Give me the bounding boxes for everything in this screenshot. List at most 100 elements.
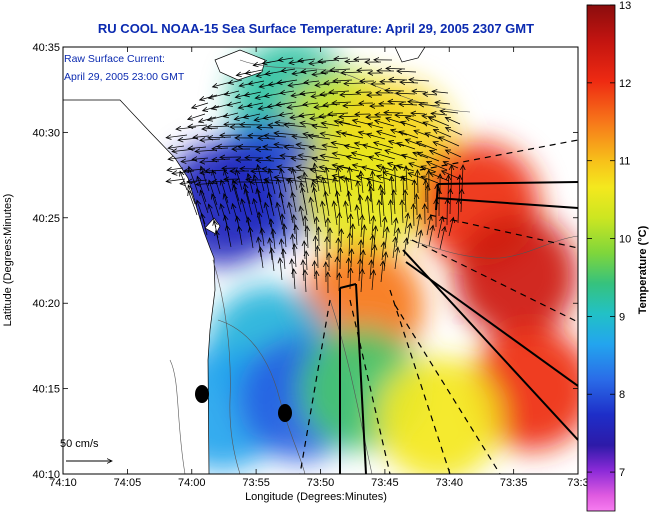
current-vector — [277, 80, 298, 83]
y-tick-label: 40:25 — [32, 213, 60, 225]
shipping-lane-boundary — [349, 299, 391, 474]
current-vector — [188, 191, 198, 216]
current-vector — [280, 258, 282, 281]
current-vector — [240, 125, 263, 126]
current-vector — [349, 191, 352, 213]
current-vector — [377, 131, 397, 138]
current-vector — [342, 133, 364, 139]
current-vector — [258, 138, 276, 139]
current-vector — [333, 80, 353, 81]
land-new-jersey — [63, 99, 216, 474]
current-vector — [280, 193, 286, 215]
current-vector — [409, 80, 430, 81]
current-vector — [429, 118, 450, 127]
current-vector — [404, 238, 407, 257]
current-vector — [239, 226, 243, 246]
current-vector — [200, 190, 209, 214]
current-vector — [402, 200, 403, 224]
current-vector — [379, 200, 381, 228]
current-vector — [257, 189, 264, 214]
contour-line — [409, 235, 578, 259]
current-label-line2: April 29, 2005 23:00 GMT — [64, 71, 185, 83]
current-vector — [254, 199, 261, 225]
x-tick-label: 74:10 — [49, 477, 77, 489]
current-vector — [189, 167, 199, 194]
current-vector — [301, 70, 318, 72]
current-vector — [446, 150, 462, 158]
current-vector — [300, 206, 305, 227]
current-vector — [247, 103, 264, 106]
current-vector — [307, 226, 308, 249]
current-vector — [448, 175, 449, 204]
sst-region — [454, 213, 578, 338]
current-vector — [357, 205, 359, 227]
current-vector — [423, 122, 439, 129]
x-tick-label: 73:50 — [307, 477, 335, 489]
current-vector — [431, 113, 448, 115]
current-vector — [228, 80, 243, 83]
current-vector — [361, 269, 362, 293]
current-vector — [369, 181, 371, 203]
current-vector — [350, 268, 351, 290]
current-vector — [294, 269, 295, 290]
current-vector — [334, 201, 338, 226]
current-vector — [462, 165, 463, 191]
current-vector — [372, 270, 374, 291]
current-vector — [351, 249, 352, 268]
current-vector — [280, 91, 295, 93]
current-vector — [284, 125, 307, 127]
current-vector — [283, 249, 285, 270]
current-vector — [168, 146, 185, 148]
current-vector — [418, 153, 440, 162]
current-vector — [304, 172, 309, 194]
current-vector — [399, 132, 419, 139]
current-vector — [262, 228, 264, 247]
current-vector — [201, 166, 210, 192]
current-vector — [256, 160, 275, 161]
current-vector — [404, 213, 408, 235]
x-tick-label: 73:55 — [242, 477, 270, 489]
y-tick-label: 40:15 — [32, 384, 60, 396]
current-vector — [397, 143, 416, 150]
current-vector — [269, 193, 275, 217]
current-vector — [418, 230, 421, 249]
current-vector — [291, 158, 308, 160]
current-vector — [394, 218, 396, 237]
contour-line — [217, 319, 306, 474]
current-vector — [427, 162, 448, 171]
current-vector — [299, 114, 316, 116]
current-vector — [188, 125, 208, 127]
x-axis-label: Longitude (Degrees:Minutes) — [245, 491, 387, 503]
current-vector — [314, 163, 320, 192]
current-vector — [281, 169, 287, 193]
current-vector — [284, 224, 286, 248]
current-vector — [337, 191, 341, 215]
buoy-marker — [195, 385, 209, 403]
current-vector — [193, 136, 210, 137]
current-vector — [425, 133, 441, 140]
current-vector — [279, 113, 294, 115]
current-vector — [320, 156, 341, 160]
current-vector — [391, 200, 393, 226]
x-tick-label: 74:05 — [114, 477, 142, 489]
current-vector — [393, 237, 396, 259]
current-vector — [326, 167, 331, 195]
colorbar-ticks: 13 12 11 10 9 8 7 — [587, 0, 631, 479]
current-vector — [329, 91, 350, 92]
current-vector — [338, 167, 342, 193]
current-vector — [248, 81, 265, 84]
current-vector — [305, 270, 306, 293]
current-vector — [180, 171, 188, 191]
x-tick-label: 73:35 — [500, 477, 528, 489]
current-vector — [296, 225, 297, 246]
current-vector — [309, 147, 328, 150]
current-vector — [192, 158, 209, 159]
current-vector — [451, 165, 452, 193]
shipping-lane — [339, 283, 357, 289]
current-vector — [426, 215, 431, 236]
current-vector — [415, 214, 420, 238]
current-vector — [321, 123, 340, 126]
current-vector — [439, 137, 460, 147]
current-vector — [166, 179, 186, 182]
current-vector — [284, 147, 306, 149]
